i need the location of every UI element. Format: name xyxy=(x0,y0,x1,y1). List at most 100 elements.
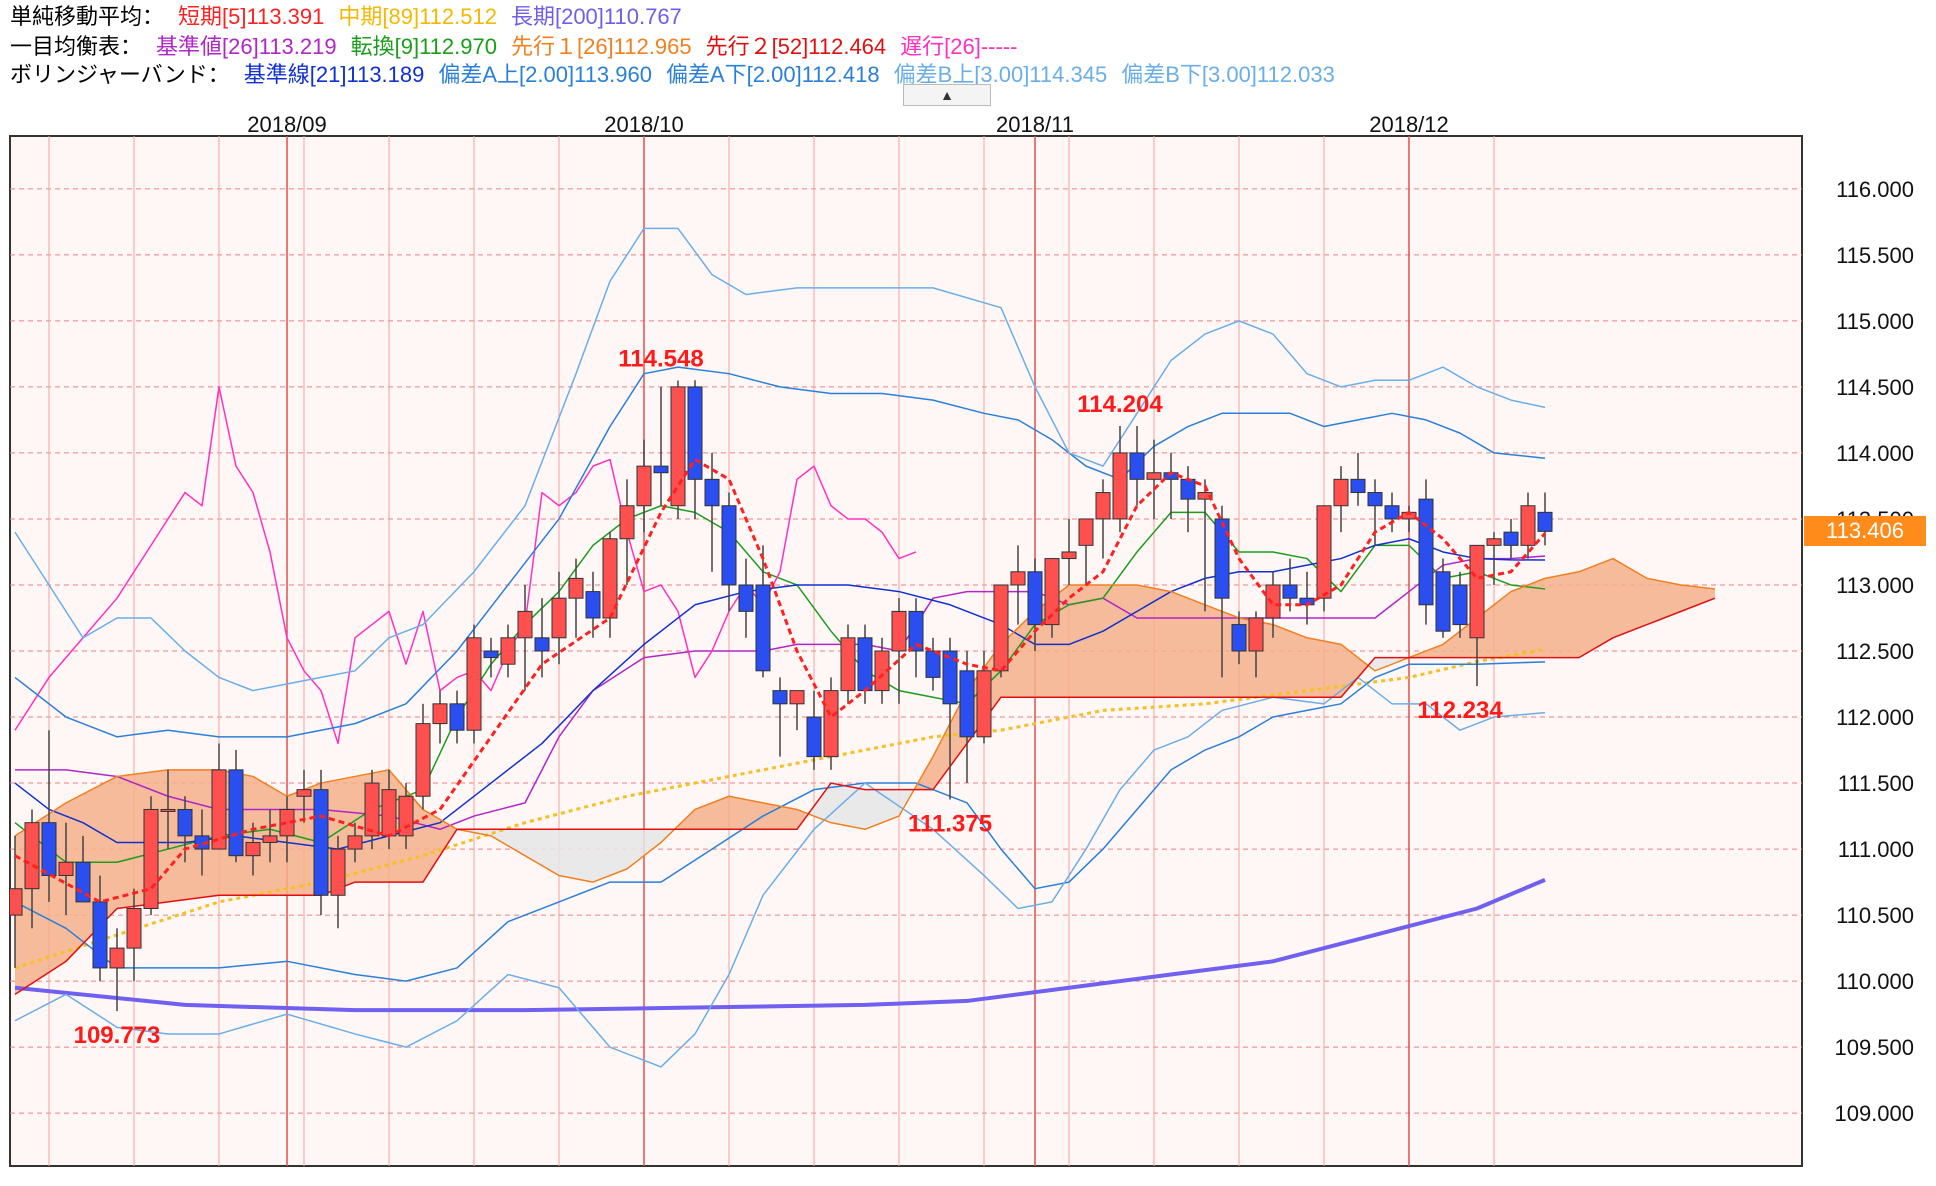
ichimoku-cloud-segment xyxy=(780,806,789,830)
y-tick-label: 109.000 xyxy=(1834,1101,1914,1126)
collapse-legend-button[interactable]: ▲ xyxy=(903,84,991,106)
candle-body xyxy=(1231,624,1247,652)
line-bb-a-dn xyxy=(14,661,1546,982)
candle-body xyxy=(1486,538,1502,546)
ichimoku-cloud-segment xyxy=(788,807,797,830)
candle-body xyxy=(789,690,805,705)
ichimoku-cloud-segment xyxy=(950,707,959,767)
candle-body xyxy=(432,703,448,725)
candle-body xyxy=(857,637,873,692)
candle-body xyxy=(262,835,278,843)
candle-body xyxy=(10,888,23,916)
ichimoku-cloud-segment xyxy=(576,829,585,881)
ichimoku-cloud-segment xyxy=(346,776,355,886)
candle-body xyxy=(1078,518,1094,546)
ichimoku-cloud-segment xyxy=(746,799,755,830)
line-sma-short xyxy=(14,457,1547,904)
ichimoku-cloud-segment xyxy=(1120,584,1129,698)
candle-body xyxy=(58,861,74,876)
candle-body xyxy=(908,610,924,652)
ichimoku-cloud-segment xyxy=(125,774,134,908)
candle-body xyxy=(585,591,601,619)
candle-body xyxy=(415,723,431,797)
x-tick-label: 2018/11 xyxy=(996,112,1074,137)
ichimoku-cloud-segment xyxy=(1655,580,1664,622)
candle-body xyxy=(160,808,176,812)
ichimoku-cloud-segment xyxy=(1086,584,1095,698)
y-tick-label: 109.500 xyxy=(1834,1035,1914,1060)
legend-sma-mid: 中期[89]112.512 xyxy=(338,4,497,29)
legend-ichimoku-row: 一目均衡表： 基準値[26]113.219 転換[9]112.970 先行１[26]1… xyxy=(10,32,1031,62)
ichimoku-cloud-segment xyxy=(91,785,100,935)
y-tick-label: 112.000 xyxy=(1836,705,1914,730)
legend-sma-label: 単純移動平均： xyxy=(10,4,165,29)
candle-body xyxy=(891,610,907,652)
candle-body xyxy=(721,505,737,586)
ichimoku-cloud-segment xyxy=(737,797,746,830)
candle-body xyxy=(41,822,57,876)
ichimoku-cloud-segment xyxy=(1647,578,1656,625)
legend-bollinger-row: ボリンジャーバンド： 基準線[21]113.189 偏差A上[2.00]113.96… xyxy=(10,60,1349,90)
legend-bollinger-label: ボリンジャーバンド： xyxy=(10,62,230,87)
candle-body xyxy=(1384,505,1400,520)
price-annotation: 114.548 xyxy=(618,346,703,373)
candle-body xyxy=(92,901,108,969)
candle-body xyxy=(772,690,788,705)
legend-sma-long: 長期[200]110.767 xyxy=(510,4,682,29)
candle-body xyxy=(1282,584,1298,599)
ichimoku-cloud-segment xyxy=(644,829,653,856)
ichimoku-cloud-segment xyxy=(1341,644,1350,698)
ichimoku-cloud-segment xyxy=(533,829,542,866)
candle-body xyxy=(551,597,567,639)
ichimoku-cloud-segment xyxy=(754,801,763,830)
ichimoku-cloud-segment xyxy=(244,774,253,896)
chevron-up-icon: ▲ xyxy=(940,87,954,103)
candle-body xyxy=(381,789,397,837)
y-tick-label: 111.500 xyxy=(1838,771,1914,796)
ichimoku-cloud-segment xyxy=(508,829,517,851)
ichimoku-cloud-segment xyxy=(831,783,840,825)
ichimoku-cloud-segment xyxy=(1094,584,1103,698)
candle-body xyxy=(1537,511,1553,532)
line-bb-a-up xyxy=(14,366,1546,738)
legend-chikou: 遅行[26]----- xyxy=(900,34,1018,59)
ichimoku-cloud-segment xyxy=(1536,578,1545,658)
ichimoku-cloud-segment xyxy=(1154,588,1163,698)
ichimoku-cloud-segment xyxy=(1528,581,1537,658)
y-tick-label: 116.000 xyxy=(1836,177,1914,202)
y-tick-label: 114.000 xyxy=(1836,441,1914,466)
ichimoku-cloud-segment xyxy=(1579,568,1588,658)
ichimoku-cloud-segment xyxy=(550,829,559,876)
ichimoku-cloud-segment xyxy=(1273,624,1282,698)
ichimoku-cloud-segment xyxy=(159,769,168,903)
current-price-label: 113.406 xyxy=(1804,516,1926,547)
ichimoku-cloud-segment xyxy=(635,829,644,863)
ichimoku-cloud-segment xyxy=(1630,568,1639,632)
ichimoku-cloud-segment xyxy=(1672,583,1681,615)
ichimoku-cloud-segment xyxy=(1103,584,1112,698)
ichimoku-cloud-segment xyxy=(601,829,610,879)
ichimoku-cloud-segment xyxy=(839,784,848,826)
ichimoku-cloud-segment xyxy=(1069,584,1078,698)
candle-body xyxy=(211,769,227,850)
ichimoku-cloud-segment xyxy=(168,769,177,902)
candle-body xyxy=(1010,571,1026,586)
candle-body xyxy=(228,769,244,857)
ichimoku-cloud-segment xyxy=(899,789,908,817)
candle-body xyxy=(704,478,720,507)
ichimoku-cloud-segment xyxy=(1137,584,1146,698)
candle-body xyxy=(1520,505,1536,546)
price-annotation: 112.234 xyxy=(1417,697,1503,724)
ichimoku-cloud-segment xyxy=(814,794,823,820)
ichimoku-cloud-segment xyxy=(1298,634,1307,698)
y-tick-label: 114.500 xyxy=(1836,375,1914,400)
candle-body xyxy=(517,610,533,639)
candle-body xyxy=(1469,544,1485,639)
candle-body xyxy=(109,947,125,969)
ichimoku-cloud-segment xyxy=(1494,598,1503,658)
candle-body xyxy=(653,465,669,474)
ichimoku-cloud-segment xyxy=(1434,644,1443,658)
ichimoku-cloud-segment xyxy=(100,780,109,927)
legend-bb-a-down: 偏差A下[2.00]112.418 xyxy=(665,62,880,87)
legend-sma-short: 短期[5]113.391 xyxy=(178,4,325,29)
